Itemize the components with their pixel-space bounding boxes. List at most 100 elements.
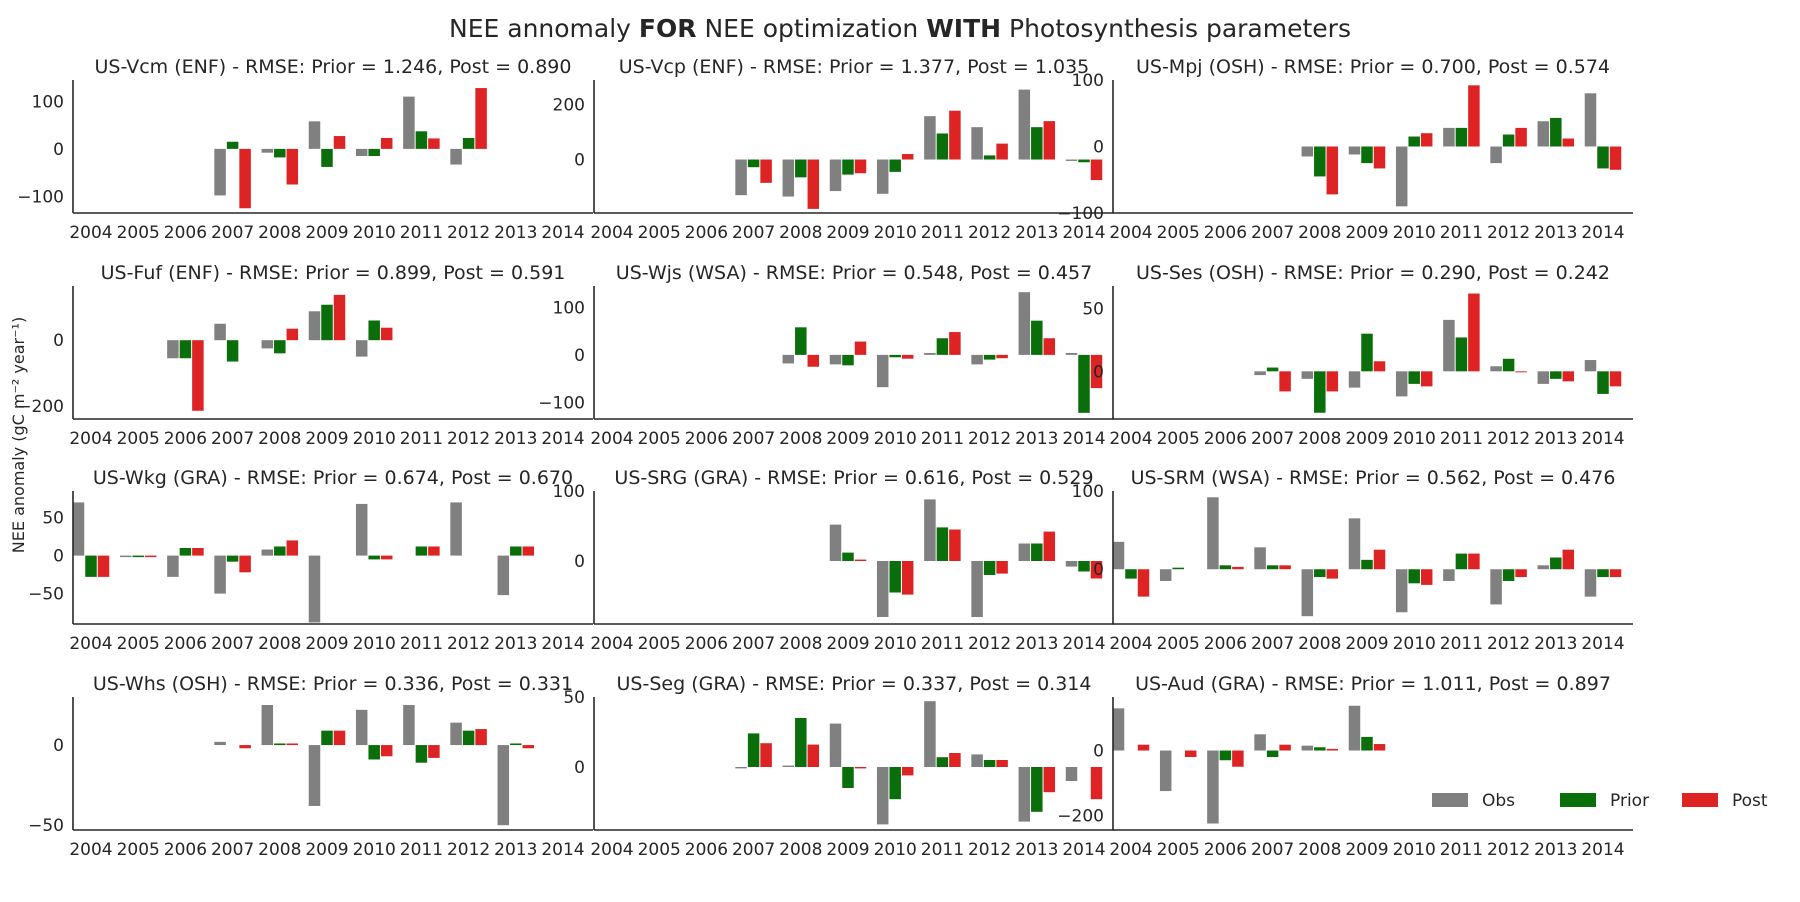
bar-post — [854, 559, 867, 561]
bar-prior — [1031, 767, 1043, 812]
x-tick-label: 2013 — [494, 634, 537, 654]
bar-post — [286, 743, 299, 746]
x-tick-label: 2004 — [69, 840, 112, 860]
x-tick-label: 2005 — [117, 840, 160, 860]
x-tick-label: 2009 — [1345, 840, 1388, 860]
bar-obs — [1348, 705, 1361, 751]
bar-post — [1468, 293, 1480, 372]
bar-post — [522, 745, 535, 749]
bar-prior — [274, 148, 286, 158]
figure-title-part: Photosynthesis parameters — [1001, 14, 1351, 43]
y-tick-label: 100 — [1072, 482, 1104, 502]
bar-post — [949, 753, 961, 767]
bar-post — [1562, 371, 1575, 382]
bar-prior — [321, 730, 333, 746]
bar-prior — [274, 743, 286, 746]
bar-prior — [1455, 553, 1468, 570]
bar-prior — [85, 555, 97, 577]
bar-post — [1373, 744, 1386, 751]
bar-obs — [1018, 89, 1031, 160]
bar-prior — [1408, 136, 1420, 147]
bar-prior — [1078, 159, 1090, 163]
x-tick-label: 2010 — [1393, 634, 1436, 654]
bar-prior — [1408, 569, 1420, 584]
bar-prior — [226, 555, 239, 562]
bar-prior — [1550, 371, 1562, 379]
bar-obs — [1537, 121, 1550, 147]
bar-obs — [214, 148, 226, 196]
bar-prior — [842, 552, 854, 561]
x-tick-label: 2012 — [1487, 634, 1530, 654]
x-tick-label: 2010 — [1393, 223, 1436, 243]
x-tick-label: 2007 — [732, 840, 775, 860]
x-tick-label: 2011 — [1440, 429, 1483, 449]
bar-prior — [226, 141, 239, 149]
x-tick-label: 2013 — [1015, 223, 1058, 243]
x-tick-label: 2010 — [353, 840, 396, 860]
bar-post — [333, 136, 346, 149]
x-tick-label: 2014 — [541, 634, 584, 654]
bar-prior — [274, 546, 286, 556]
x-tick-label: 2014 — [1581, 429, 1624, 449]
x-tick-label: 2009 — [1345, 634, 1388, 654]
y-tick-label: 50 — [563, 688, 585, 708]
figure-title: NEE annomaly FOR NEE optimization WITH P… — [449, 14, 1351, 43]
bar-prior — [983, 155, 996, 160]
bar-prior — [1219, 750, 1232, 761]
x-tick-label: 2011 — [400, 429, 443, 449]
bar-prior — [321, 304, 333, 341]
bar-post — [1326, 371, 1339, 392]
bar-obs — [1443, 569, 1455, 581]
bar-prior — [368, 745, 380, 760]
x-tick-label: 2009 — [305, 223, 348, 243]
x-tick-label: 2013 — [494, 429, 537, 449]
bar-post — [1184, 750, 1197, 758]
panel-title: US-Mpj (OSH) - RMSE: Prior = 0.700, Post… — [1136, 56, 1610, 78]
bar-prior — [368, 320, 380, 341]
x-tick-label: 2014 — [1581, 223, 1624, 243]
x-tick-label: 2004 — [590, 634, 633, 654]
x-tick-label: 2009 — [305, 429, 348, 449]
x-tick-label: 2013 — [1015, 429, 1058, 449]
bar-obs — [1537, 371, 1550, 384]
bar-post — [901, 561, 914, 595]
x-tick-label: 2010 — [1393, 840, 1436, 860]
x-tick-label: 2011 — [400, 840, 443, 860]
y-tick-label: 100 — [32, 92, 64, 112]
bar-post — [996, 561, 1008, 574]
panel: US-SRM (WSA) - RMSE: Prior = 0.562, Post… — [1072, 467, 1633, 654]
y-tick-label: 50 — [1082, 300, 1104, 320]
bar-obs — [497, 555, 510, 596]
x-tick-label: 2006 — [685, 634, 728, 654]
bar-post — [475, 729, 487, 746]
bar-prior — [1455, 127, 1468, 147]
x-tick-label: 2012 — [968, 840, 1011, 860]
y-tick-label: 0 — [574, 552, 585, 572]
y-tick-label: 0 — [574, 758, 585, 778]
bar-obs — [1065, 352, 1078, 355]
y-tick-label: 100 — [553, 482, 585, 502]
bar-prior — [321, 148, 333, 167]
x-tick-label: 2013 — [494, 840, 537, 860]
bar-obs — [1584, 93, 1597, 147]
bar-post — [1420, 569, 1433, 585]
x-tick-label: 2004 — [590, 429, 633, 449]
panel-title: US-Ses (OSH) - RMSE: Prior = 0.290, Post… — [1136, 262, 1610, 284]
panel-title: US-Vcm (ENF) - RMSE: Prior = 1.246, Post… — [95, 56, 572, 78]
bar-obs — [1537, 565, 1550, 570]
bar-obs — [1254, 734, 1266, 751]
legend-label-prior: Prior — [1610, 791, 1649, 811]
bar-prior — [842, 767, 854, 788]
bar-obs — [1490, 146, 1502, 164]
bar-prior — [1361, 736, 1373, 751]
x-tick-label: 2007 — [732, 429, 775, 449]
bar-post — [1279, 371, 1291, 392]
x-tick-label: 2014 — [1581, 634, 1624, 654]
bar-prior — [1550, 117, 1562, 147]
panel: US-Wjs (WSA) - RMSE: Prior = 0.548, Post… — [538, 262, 1114, 449]
x-tick-label: 2012 — [968, 429, 1011, 449]
bar-prior — [1031, 543, 1043, 561]
bar-obs — [308, 745, 321, 806]
x-tick-label: 2010 — [353, 429, 396, 449]
